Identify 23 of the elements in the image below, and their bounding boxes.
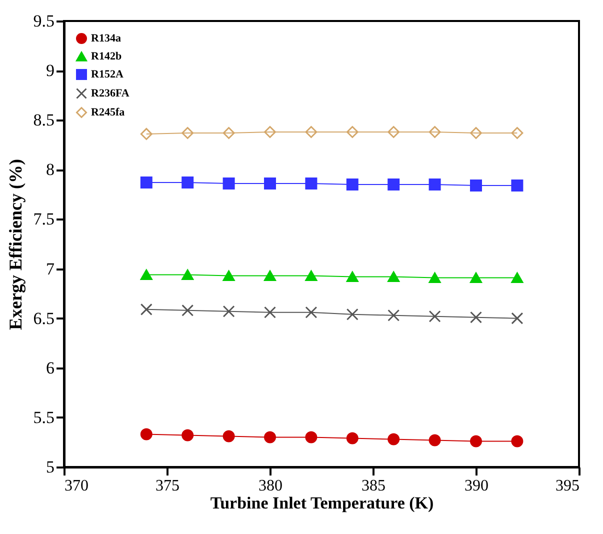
x-tick-label: 390 — [464, 478, 488, 494]
y-tick-label: 6.5 — [33, 308, 54, 328]
y-axis-title: Exergy Efficiency (%) — [5, 159, 26, 330]
legend-label: R236FA — [91, 88, 130, 100]
y-tick-label: 8.5 — [33, 110, 54, 130]
y-tick-label: 8 — [46, 160, 54, 180]
legend-label: R142b — [91, 50, 122, 62]
legend-label: R245fa — [91, 106, 126, 118]
x-tick-label: 385 — [362, 478, 386, 494]
legend-label: R152A — [91, 68, 124, 80]
y-tick-label: 7.5 — [33, 210, 54, 229]
x-tick-label: 395 — [556, 478, 580, 494]
y-tick-label: 9 — [46, 61, 54, 80]
x-tick-label: 375 — [156, 478, 180, 494]
y-tick-label: 5 — [46, 458, 54, 476]
x-tick-label: 380 — [258, 478, 282, 494]
x-axis-title: Turbine Inlet Temperature (K) — [210, 494, 434, 512]
y-tick-label: 5.5 — [33, 408, 54, 427]
y-tick-label: 6 — [46, 358, 54, 378]
y-tick-label: 9.5 — [33, 12, 54, 30]
legend-label: R134a — [91, 32, 122, 44]
y-tick-label: 7 — [46, 259, 55, 278]
x-tick-label: 370 — [64, 478, 88, 494]
